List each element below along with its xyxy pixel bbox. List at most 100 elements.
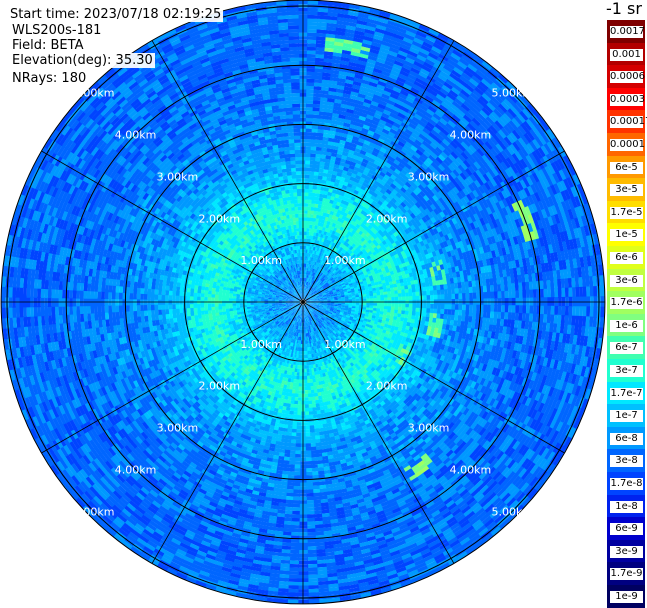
heatmap-cell <box>450 283 454 289</box>
heatmap-cell <box>455 288 459 294</box>
heatmap-cell <box>501 312 505 320</box>
heatmap-cell <box>454 283 458 289</box>
heatmap-cell <box>472 311 476 318</box>
heatmap-cell <box>455 310 459 316</box>
heatmap-cell <box>307 72 316 76</box>
heatmap-cell <box>533 289 537 298</box>
heatmap-cell <box>505 305 509 313</box>
heatmap-cell <box>469 287 473 294</box>
heatmap-cell <box>352 299 356 301</box>
heatmap-cell <box>494 312 498 320</box>
heatmap-cell <box>370 303 374 306</box>
heatmap-cell <box>515 313 519 322</box>
heatmap-cell <box>398 297 402 301</box>
heatmap-cell <box>312 115 319 119</box>
heatmap-cell <box>437 295 441 300</box>
heatmap-cell <box>433 290 437 295</box>
heatmap-cell <box>305 200 309 204</box>
heatmap-cell <box>508 283 512 291</box>
heatmap-cell <box>504 312 508 320</box>
heatmap-cell <box>586 286 590 297</box>
heatmap-cell <box>554 288 558 298</box>
heatmap-cell <box>466 305 470 312</box>
heatmap-cell <box>388 303 392 307</box>
heatmap-cell <box>441 294 445 300</box>
heatmap-cell <box>518 282 522 291</box>
heatmap-cell <box>469 305 473 312</box>
heatmap-cell <box>466 293 470 300</box>
heatmap-cell <box>305 185 310 189</box>
heatmap-cell <box>307 33 318 37</box>
heatmap-cell <box>483 311 487 318</box>
heatmap-cell <box>313 107 321 111</box>
heatmap-cell <box>313 100 321 104</box>
heatmap-cell <box>307 47 317 51</box>
heatmap-cell <box>304 239 307 243</box>
heatmap-cell <box>583 287 587 298</box>
heatmap-cell <box>483 286 487 293</box>
heatmap-cell <box>311 146 317 150</box>
heatmap-cell <box>304 231 307 235</box>
heatmap-cell <box>313 97 321 101</box>
heatmap-cell <box>373 298 377 301</box>
heatmap-cell <box>440 289 444 295</box>
heatmap-cell <box>305 189 309 193</box>
heatmap-cell <box>430 295 434 300</box>
heatmap-cell <box>305 160 311 164</box>
heatmap-cell <box>586 306 590 317</box>
heatmap-cell <box>498 291 502 299</box>
heatmap-cell <box>305 157 311 161</box>
heatmap-cell <box>473 305 477 312</box>
heatmap-cell <box>304 221 307 225</box>
heatmap-cell <box>307 15 318 19</box>
heatmap-cell <box>443 284 447 290</box>
heatmap-cell <box>387 294 391 298</box>
heatmap-cell <box>451 310 455 316</box>
heatmap-cell <box>305 203 309 207</box>
heatmap-cell <box>334 300 338 301</box>
heatmap-cell <box>384 294 388 298</box>
heatmap-cell <box>416 292 420 297</box>
heatmap-cell <box>558 288 562 298</box>
heatmap-cell <box>305 178 310 182</box>
heatmap-cell <box>511 283 515 292</box>
heatmap-cell <box>307 11 318 15</box>
heatmap-cell <box>427 295 431 300</box>
heatmap-cell <box>522 313 526 322</box>
heatmap-cell <box>579 306 583 317</box>
heatmap-cell <box>380 303 384 306</box>
heatmap-cell <box>306 97 314 101</box>
heatmap-cell <box>306 114 313 118</box>
heatmap-cell <box>307 61 316 65</box>
heatmap-cell <box>540 289 544 298</box>
heatmap-cell <box>426 291 430 296</box>
heatmap-cell <box>305 168 310 172</box>
heatmap-cell <box>370 298 374 301</box>
heatmap-cell <box>307 54 317 58</box>
heatmap-cell <box>306 89 314 93</box>
heatmap-cell <box>519 290 523 299</box>
heatmap-cell <box>494 291 498 299</box>
heatmap-cell <box>308 1 320 5</box>
heatmap-cell <box>544 289 548 299</box>
heatmap-cell <box>498 305 502 313</box>
heatmap-cell <box>558 306 562 316</box>
heatmap-cell <box>444 309 448 315</box>
heatmap-cell <box>356 299 360 301</box>
heatmap-cell <box>526 290 530 299</box>
heatmap-cell <box>568 287 572 298</box>
heatmap-cell <box>465 287 469 294</box>
heatmap-cell <box>405 304 409 308</box>
heatmap-cell <box>305 164 310 168</box>
heatmap-cell <box>409 292 413 297</box>
heatmap-cell <box>314 86 323 90</box>
heatmap-cell <box>462 293 466 299</box>
heatmap-cell <box>306 107 314 111</box>
heatmap-cell <box>307 68 316 72</box>
heatmap-cell <box>377 298 381 301</box>
heatmap-cell <box>476 286 480 293</box>
heatmap-cell <box>600 307 604 319</box>
heatmap-cell <box>473 293 477 300</box>
heatmap-cell <box>515 305 519 313</box>
